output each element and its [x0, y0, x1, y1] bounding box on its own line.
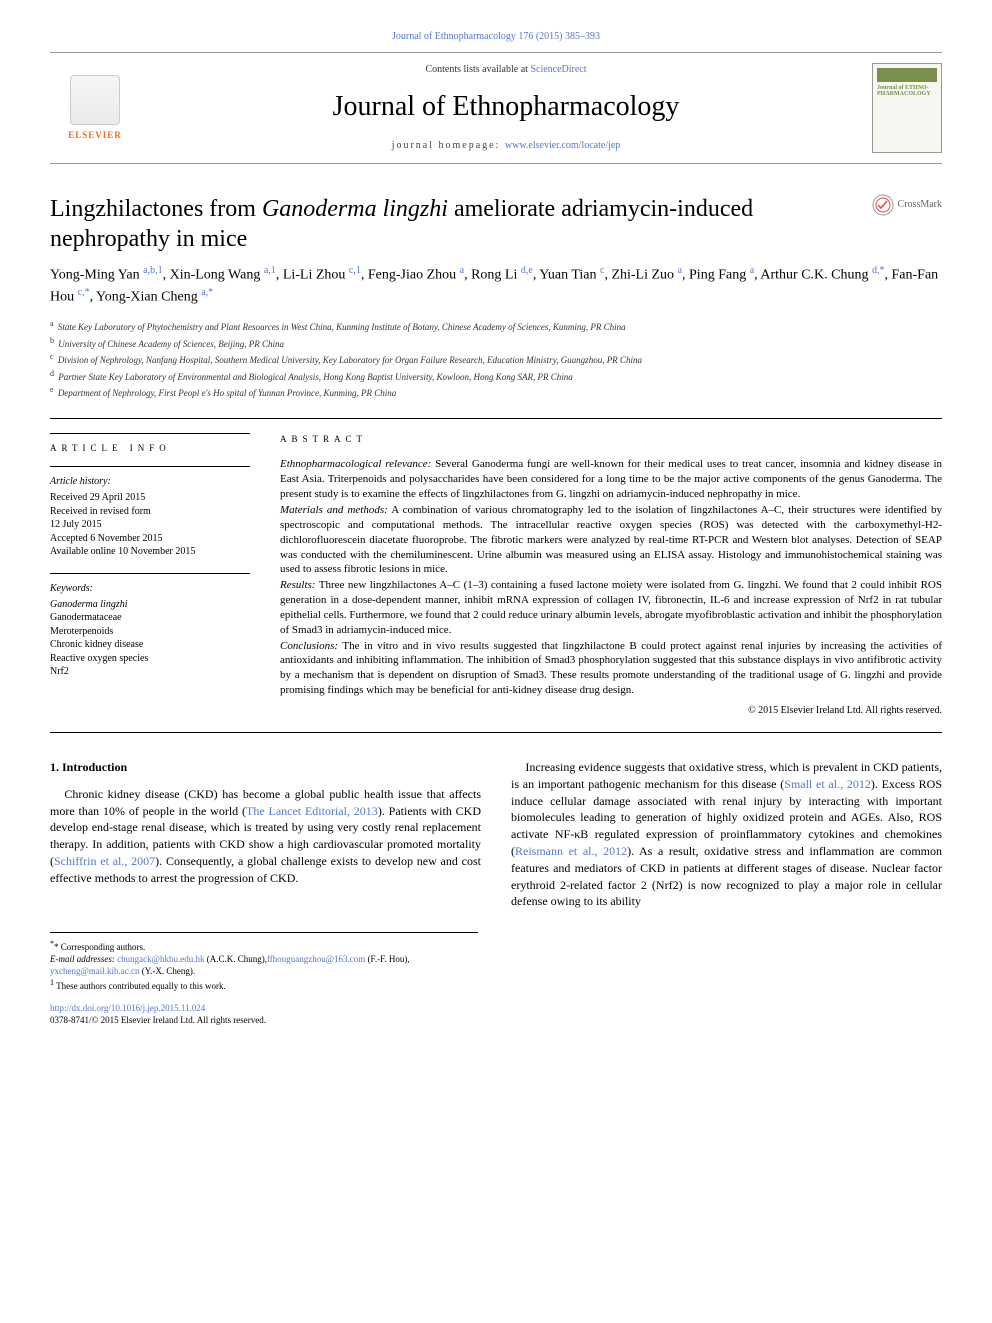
section-heading-intro: 1. Introduction: [50, 759, 481, 776]
contents-prefix: Contents lists available at: [425, 64, 530, 75]
contents-available: Contents lists available at ScienceDirec…: [140, 63, 872, 77]
history-item: Available online 10 November 2015: [50, 545, 250, 559]
ref-lancet-2013[interactable]: The Lancet Editorial, 2013: [246, 804, 378, 818]
history-item: Accepted 6 November 2015: [50, 532, 250, 546]
elsevier-label: ELSEVIER: [68, 129, 122, 142]
elsevier-tree-icon: [70, 75, 120, 125]
corresponding-note: ** Corresponding authors.: [50, 939, 478, 953]
history-label: Article history:: [50, 475, 250, 489]
ref-schiffrin-2007[interactable]: Schiffrin et al., 2007: [54, 854, 155, 868]
affiliation-line: d Partner State Key Laboratory of Enviro…: [50, 368, 942, 384]
doi-link[interactable]: http://dx.doi.org/10.1016/j.jep.2015.11.…: [50, 1003, 205, 1013]
keywords-label: Keywords:: [50, 582, 250, 596]
journal-cover-text: Journal of ETHNO-PHARMACOLOGY: [877, 85, 937, 97]
intro-p1: Chronic kidney disease (CKD) has become …: [50, 786, 481, 887]
keyword-item: Reactive oxygen species: [50, 652, 250, 666]
doi-block: http://dx.doi.org/10.1016/j.jep.2015.11.…: [50, 1002, 478, 1026]
affiliation-line: e Department of Nephrology, First Peopl …: [50, 384, 942, 400]
journal-homepage: journal homepage: www.elsevier.com/locat…: [140, 139, 872, 153]
page-header-citation: Journal of Ethnopharmacology 176 (2015) …: [50, 30, 942, 44]
article-title: Lingzhilactones from Ganoderma lingzhi a…: [50, 194, 790, 254]
email-label: E-mail addresses:: [50, 954, 117, 964]
ref-reismann-2012[interactable]: Reismann et al., 2012: [515, 844, 627, 858]
body-two-column: 1. Introduction Chronic kidney disease (…: [50, 759, 942, 910]
homepage-prefix: journal homepage:: [392, 140, 505, 151]
email-who: (Y.-X. Cheng).: [140, 966, 196, 976]
keyword-item: Chronic kidney disease: [50, 638, 250, 652]
journal-cover-thumb: Journal of ETHNO-PHARMACOLOGY: [872, 63, 942, 153]
history-item: Received in revised form: [50, 505, 250, 519]
abstract-paragraph: Materials and methods: A combination of …: [280, 503, 942, 577]
corresponding-text: * Corresponding authors.: [54, 942, 145, 952]
intro-p2: Increasing evidence suggests that oxidat…: [511, 759, 942, 910]
crossmark-label: CrossMark: [898, 198, 942, 212]
abstract-paragraph: Results: Three new lingzhilactones A–C (…: [280, 578, 942, 637]
keyword-item: Nrf2: [50, 665, 250, 679]
email-who: (F.-F. Hou),: [365, 954, 409, 964]
email-who: (A.C.K. Chung),: [204, 954, 267, 964]
affiliation-line: a State Key Laboratory of Phytochemistry…: [50, 318, 942, 334]
equal-sup: 1: [50, 978, 54, 987]
keyword-item: Ganodermataceae: [50, 611, 250, 625]
history-item: Received 29 April 2015: [50, 491, 250, 505]
issn-copyright: 0378-8741/© 2015 Elsevier Ireland Ltd. A…: [50, 1015, 266, 1025]
section-number: 1.: [50, 760, 59, 774]
email-link[interactable]: yxcheng@mail.kib.ac.cn: [50, 966, 140, 976]
abstract-paragraph: Conclusions: The in vitro and in vivo re…: [280, 639, 942, 698]
abstract-paragraph: Ethnopharmacological relevance: Several …: [280, 457, 942, 502]
keyword-item: Meroterpenoids: [50, 625, 250, 639]
journal-name: Journal of Ethnopharmacology: [140, 87, 872, 126]
title-italic: Ganoderma lingzhi: [262, 196, 448, 222]
abstract-column: ABSTRACT Ethnopharmacological relevance:…: [280, 433, 942, 718]
affiliation-line: b University of Chinese Academy of Scien…: [50, 335, 942, 351]
email-link[interactable]: chungack@hkbu.edu.hk: [117, 954, 204, 964]
journal-header: ELSEVIER Contents lists available at Sci…: [50, 52, 942, 164]
crossmark-icon: [872, 194, 894, 216]
abstract-copyright: © 2015 Elsevier Ireland Ltd. All rights …: [280, 704, 942, 718]
abstract-heading: ABSTRACT: [280, 433, 942, 446]
article-info-heading: ARTICLE INFO: [50, 442, 250, 455]
history-item: 12 July 2015: [50, 518, 250, 532]
elsevier-logo: ELSEVIER: [50, 63, 140, 153]
authors-line: Yong-Ming Yan a,b,1, Xin-Long Wang a,1, …: [50, 264, 942, 308]
section-title: Introduction: [62, 760, 127, 774]
crossmark-badge[interactable]: CrossMark: [872, 194, 942, 216]
equal-contrib-note: 1 These authors contributed equally to t…: [50, 978, 478, 992]
email-addresses: E-mail addresses: chungack@hkbu.edu.hk (…: [50, 953, 478, 977]
keyword-item: Ganoderma lingzhi: [50, 598, 250, 612]
article-info-column: ARTICLE INFO Article history: Received 2…: [50, 433, 250, 718]
sciencedirect-link[interactable]: ScienceDirect: [530, 64, 586, 75]
affiliations: a State Key Laboratory of Phytochemistry…: [50, 318, 942, 400]
footnotes: ** Corresponding authors. E-mail address…: [50, 932, 478, 1026]
email-link[interactable]: ffhouguangzhou@163.com: [267, 954, 365, 964]
journal-homepage-link[interactable]: www.elsevier.com/locate/jep: [505, 140, 620, 151]
affiliation-line: c Division of Nephrology, Nanfang Hospit…: [50, 351, 942, 367]
title-pre: Lingzhilactones from: [50, 196, 262, 222]
ref-small-2012[interactable]: Small et al., 2012: [784, 777, 871, 791]
equal-text: These authors contributed equally to thi…: [56, 981, 226, 991]
